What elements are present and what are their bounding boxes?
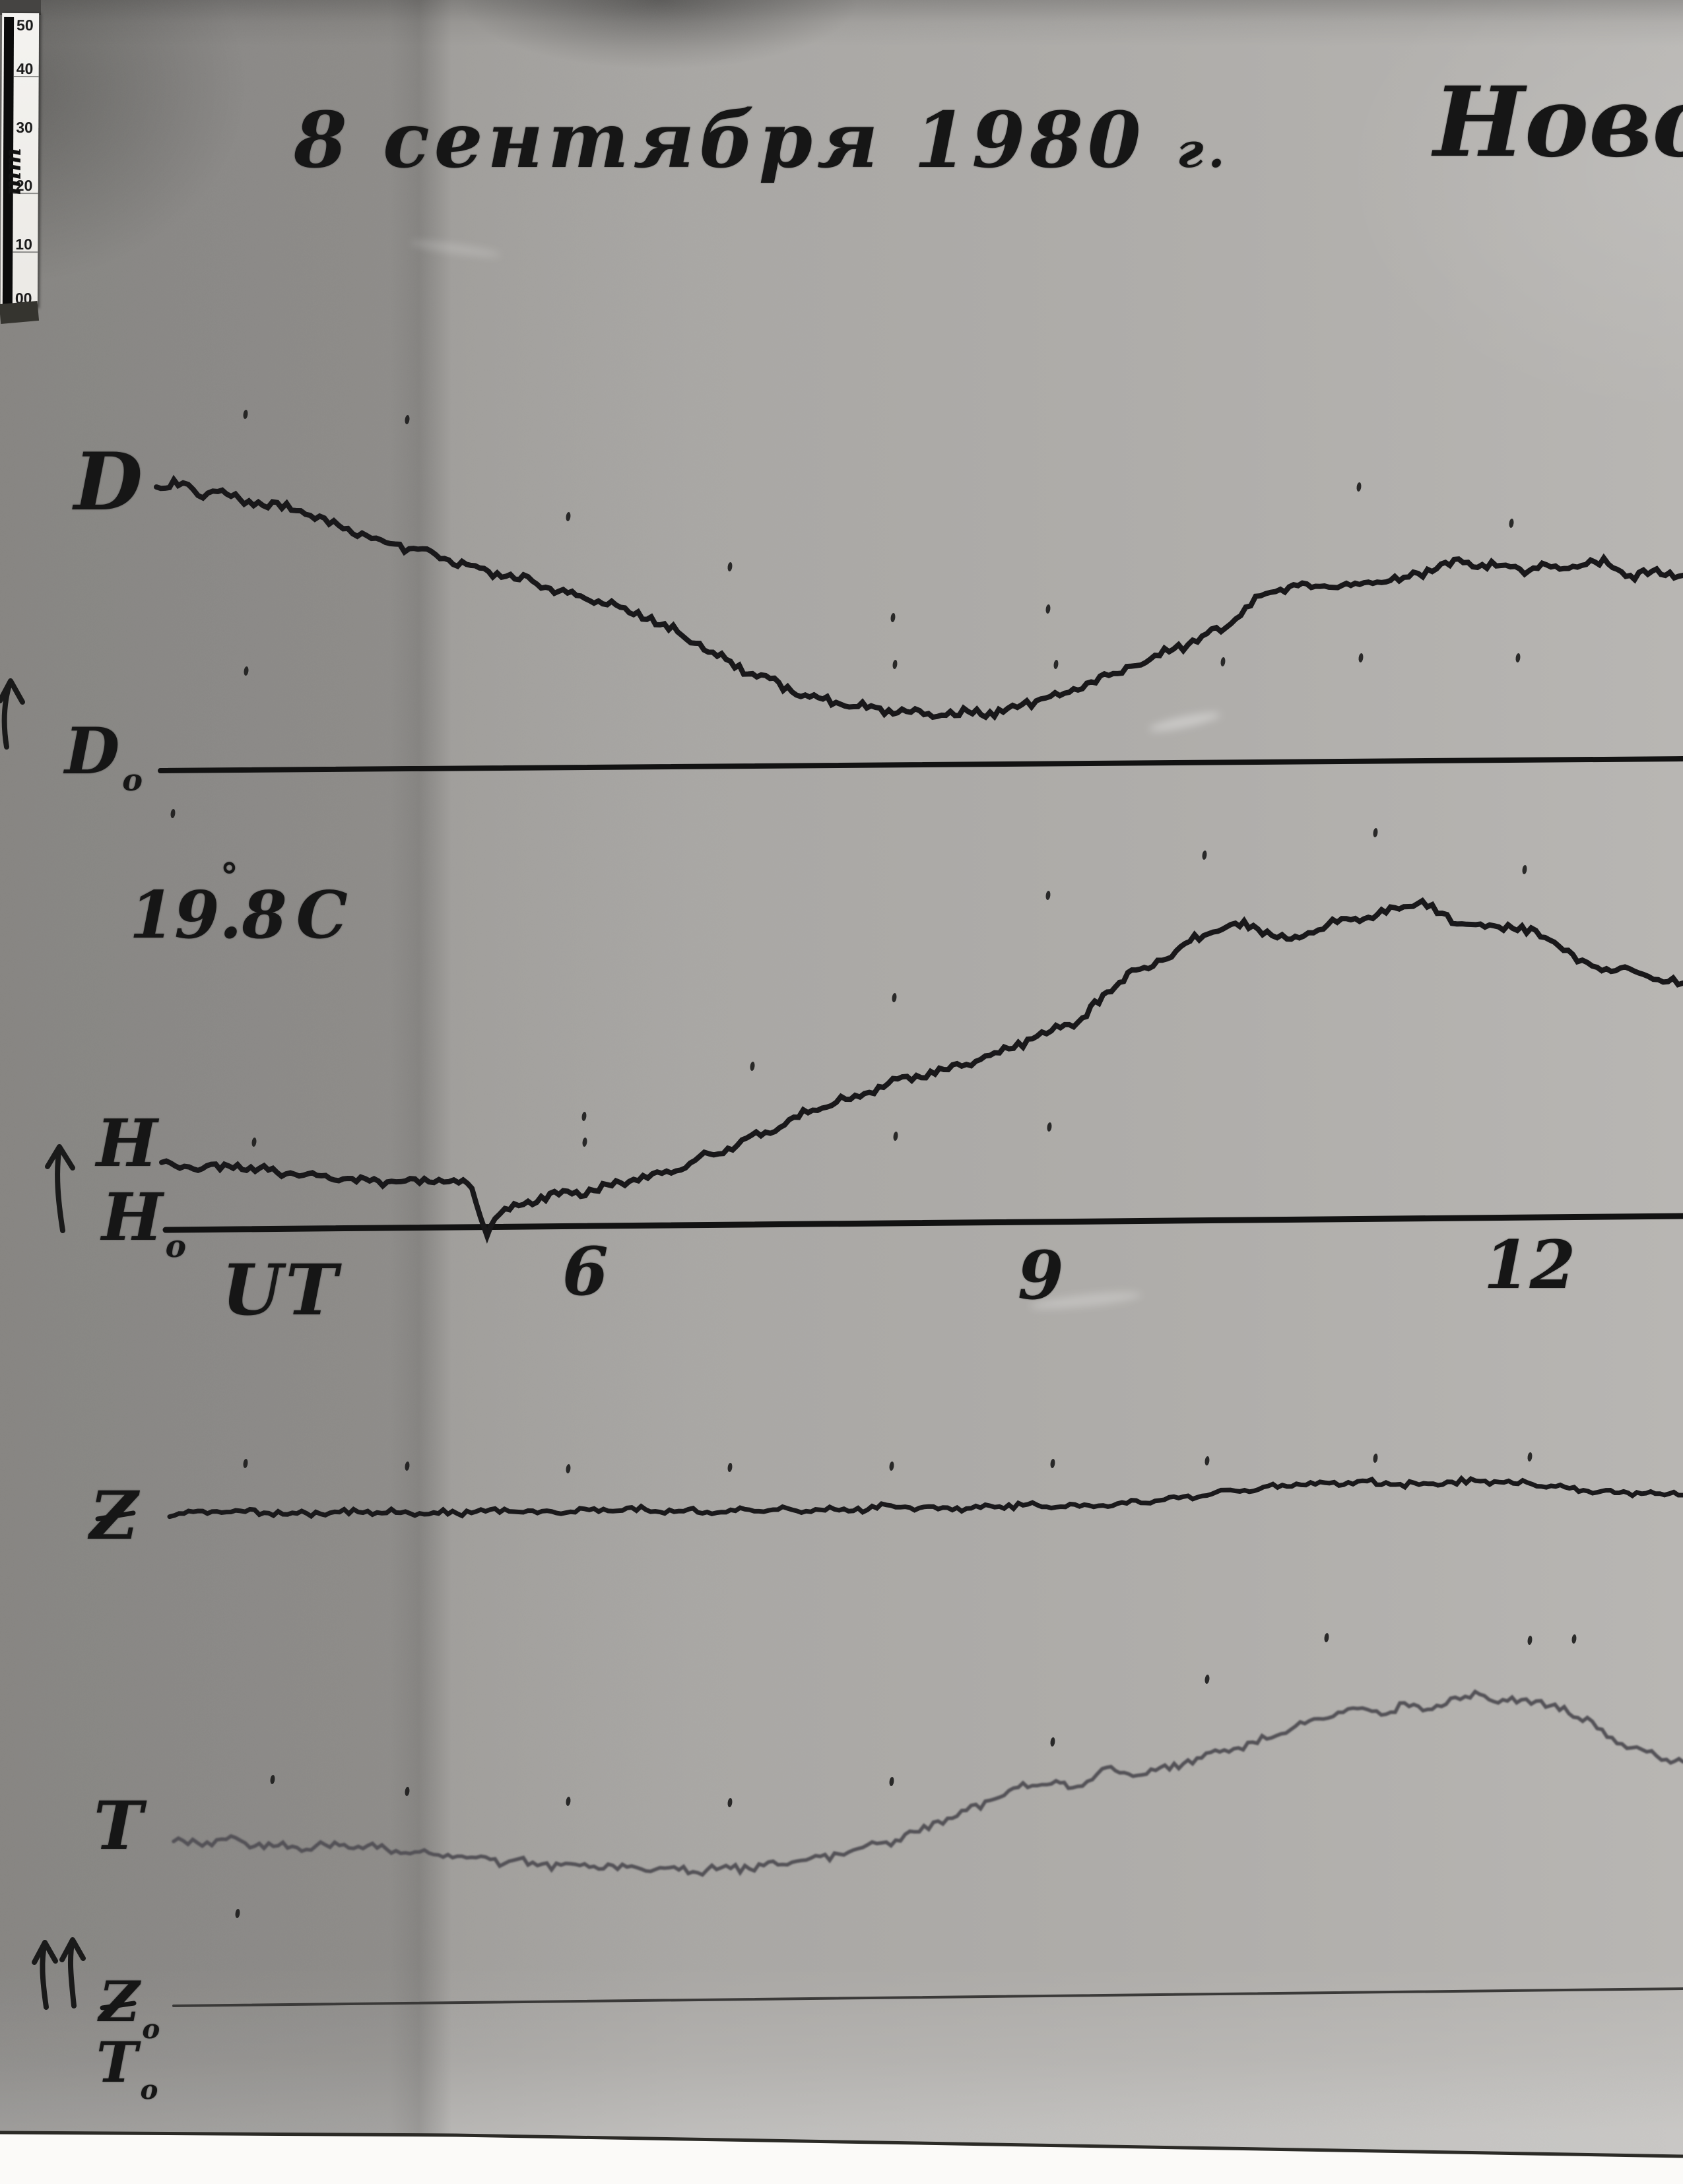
hour-mark-dot (892, 993, 897, 1002)
hour-mark-dot (1204, 1675, 1210, 1684)
hour-mark-dot (243, 410, 248, 419)
scale-bar-bottom-cap (0, 301, 40, 324)
station-name: Новос (1434, 66, 1683, 179)
hour-mark-dot (893, 1132, 898, 1141)
scale-bar-strip: 50 40 30 20 10 00 mm (0, 13, 40, 309)
hour-mark-dot (1047, 1122, 1052, 1132)
baseline-label-z0: Zo (99, 1969, 160, 2045)
photo-bottom-edge (0, 2131, 1683, 2158)
hour-mark-dot (1527, 1636, 1533, 1645)
trace-label-d: D (74, 435, 143, 529)
degree-symbol: ° (220, 855, 238, 897)
hour-mark-dot (1324, 1633, 1329, 1642)
baseline-D0 (158, 756, 1683, 773)
date-title-main: 8 сентября 1980 (294, 96, 1146, 185)
date-title: 8 сентября 1980 г. (294, 96, 1229, 185)
up-arrow-icon (45, 1144, 75, 1233)
double-up-arrow-icon (32, 1937, 86, 2010)
baseline-label-t0: To (96, 2030, 158, 2105)
hour-mark-dot (270, 1775, 275, 1784)
trace-label-t: T (94, 1787, 143, 1865)
hour-mark-dot (1373, 828, 1378, 837)
temperature-unit: C (296, 878, 348, 953)
hour-mark-dot (1356, 482, 1362, 492)
hour-mark-dot (1045, 604, 1051, 614)
hour-tick-12: 12 (1484, 1226, 1576, 1304)
baseline-d0-subscript: o (122, 762, 143, 798)
baseline-z0-letter: Z (99, 1969, 140, 2034)
temperature-value: 19.8 (129, 878, 287, 953)
hour-mark-dot (1220, 657, 1226, 666)
baseline-t0-letter: T (96, 2030, 138, 2095)
photo-bottom-margin (0, 2133, 1683, 2184)
hour-mark-dot (581, 1112, 587, 1121)
hour-mark-dot (1050, 1737, 1055, 1747)
hour-mark-dot (1204, 1456, 1210, 1465)
scale-label-40: 40 (16, 59, 34, 78)
hour-mark-dot (889, 1461, 894, 1471)
z-letter-crossbar (95, 1510, 137, 2010)
baseline-h0-subscript: o (165, 1229, 186, 1265)
hour-mark-dot (1522, 865, 1527, 874)
hour-tick-6: 6 (562, 1233, 609, 1310)
hour-mark-dot (727, 1798, 733, 1807)
hour-mark-dot (170, 809, 176, 818)
hour-mark-dot (1571, 1634, 1577, 1644)
baseline-label-d0: Do (65, 714, 143, 798)
time-axis-label: UT (222, 1248, 341, 1331)
date-title-suffix: г. (1177, 122, 1230, 178)
hour-mark-dot (1045, 891, 1051, 900)
baseline-label-h0: Ho (102, 1180, 186, 1265)
trace-H (159, 897, 1683, 1244)
up-arrow-icon (0, 678, 25, 750)
hour-mark-dot (1515, 653, 1521, 662)
hour-mark-dot (750, 1062, 755, 1071)
hour-mark-dot (889, 1777, 894, 1786)
hour-tick-9: 9 (1018, 1237, 1064, 1314)
baseline-h0-letter: H (102, 1180, 163, 1256)
trace-label-z: Z (90, 1477, 138, 1555)
baseline-z0-subscript: o (142, 2013, 160, 2045)
hour-mark-dot (1202, 851, 1207, 860)
hour-mark-dot (1050, 1459, 1055, 1468)
baseline-d0-letter: D (65, 714, 120, 788)
baseline-Z0T0 (172, 1987, 1683, 2007)
trace-Z (167, 1475, 1683, 1520)
hour-mark-dot (251, 1138, 257, 1147)
hour-mark-dot (1053, 660, 1059, 669)
scale-label-30: 30 (16, 118, 33, 137)
hour-mark-dot (1358, 653, 1364, 662)
hour-mark-dot (405, 1787, 410, 1796)
temperature-annotation: 19.8 C ° (129, 855, 348, 953)
hour-mark-dot (405, 1461, 410, 1471)
hour-mark-dot (566, 1797, 571, 1806)
trace-D (154, 474, 1683, 721)
hour-mark-dot (243, 1459, 248, 1468)
scale-bar-top-cap (0, 0, 41, 15)
trace-T (172, 1689, 1683, 1877)
scale-label-50: 50 (16, 16, 34, 34)
hour-mark-dot (582, 1138, 587, 1147)
baseline-t0-subscript: o (140, 2074, 158, 2105)
hour-mark-dot (405, 415, 410, 424)
trace-label-h: H (96, 1106, 158, 1182)
baseline-H0 (162, 1213, 1683, 1233)
hour-mark-dot (890, 613, 896, 622)
hour-mark-dot (892, 660, 898, 669)
hour-mark-dot (235, 1909, 240, 1918)
hour-mark-dot (727, 562, 733, 571)
hour-mark-dot (727, 1463, 733, 1472)
hour-mark-dot (1509, 519, 1514, 528)
hour-mark-dot (566, 1464, 571, 1473)
hour-mark-dot (1527, 1452, 1533, 1461)
hour-mark-dot (566, 512, 571, 521)
hour-mark-dot (244, 666, 249, 676)
scale-label-10: 10 (15, 235, 32, 253)
hour-mark-dot (1373, 1454, 1378, 1463)
scale-unit-label: mm (0, 147, 27, 196)
